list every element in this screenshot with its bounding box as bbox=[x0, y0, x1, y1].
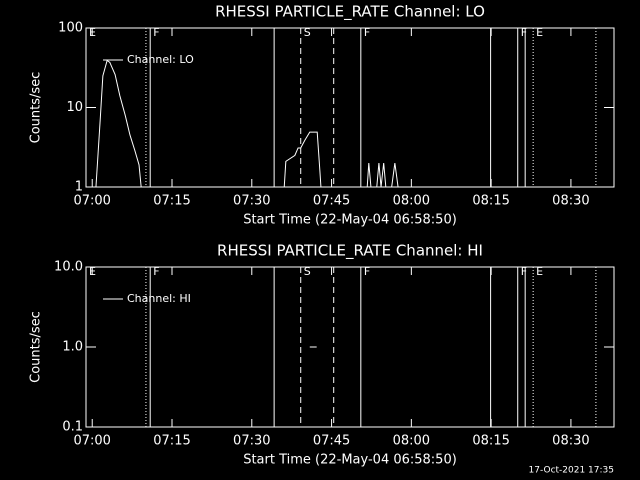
x-tick-label: 08:00 bbox=[393, 194, 430, 209]
x-tick-label: 07:30 bbox=[233, 194, 270, 209]
x-tick-label: 07:00 bbox=[73, 194, 110, 209]
x-tick-label: 07:45 bbox=[313, 194, 350, 209]
flag-label: E bbox=[536, 265, 543, 278]
y-tick-label: 1.0 bbox=[62, 340, 83, 355]
x-tick-label: 08:30 bbox=[552, 434, 589, 449]
flag-label: F bbox=[521, 265, 527, 278]
y-tick-label: 10 bbox=[66, 100, 83, 115]
y-axis-label: Counts/sec bbox=[29, 311, 44, 383]
flag-label: F bbox=[153, 265, 159, 278]
plot-frame bbox=[85, 266, 615, 428]
legend-label: Channel: HI bbox=[127, 292, 191, 305]
chart-title: RHESSI PARTICLE_RATE Channel: LO bbox=[215, 3, 485, 22]
x-tick-label: 07:45 bbox=[313, 434, 350, 449]
flag-label: S bbox=[304, 26, 311, 39]
flag-label: S bbox=[304, 265, 311, 278]
y-axis-label: Counts/sec bbox=[29, 72, 44, 144]
flag-label: E bbox=[89, 265, 96, 278]
x-tick-label: 07:15 bbox=[153, 434, 190, 449]
flag-label: E bbox=[536, 26, 543, 39]
data-line bbox=[95, 59, 399, 188]
x-tick-label: 08:15 bbox=[472, 434, 509, 449]
footer: 17-Oct-2021 17:35 bbox=[529, 466, 614, 476]
x-tick-label: 07:00 bbox=[73, 434, 110, 449]
flag-label: F bbox=[364, 265, 370, 278]
x-axis-label: Start Time (22-May-04 06:58:50) bbox=[243, 213, 457, 228]
x-tick-label: 07:30 bbox=[233, 434, 270, 449]
chart-title: RHESSI PARTICLE_RATE Channel: HI bbox=[217, 242, 483, 261]
legend-label: Channel: LO bbox=[127, 53, 194, 66]
x-tick-label: 08:00 bbox=[393, 434, 430, 449]
x-tick-label: 07:15 bbox=[153, 194, 190, 209]
flag-label: F bbox=[521, 26, 527, 39]
plot-frame bbox=[85, 27, 615, 188]
flag-label: E bbox=[89, 26, 96, 39]
y-tick-label: 100 bbox=[58, 21, 83, 36]
flag-label: F bbox=[153, 26, 159, 39]
y-tick-label: 0.1 bbox=[62, 420, 83, 435]
x-axis-label: Start Time (22-May-04 06:58:50) bbox=[243, 453, 457, 468]
flag-label: F bbox=[364, 26, 370, 39]
x-tick-label: 08:15 bbox=[472, 194, 509, 209]
y-tick-label: 10.0 bbox=[54, 260, 83, 275]
y-tick-label: 1 bbox=[75, 180, 83, 195]
x-tick-label: 08:30 bbox=[552, 194, 589, 209]
